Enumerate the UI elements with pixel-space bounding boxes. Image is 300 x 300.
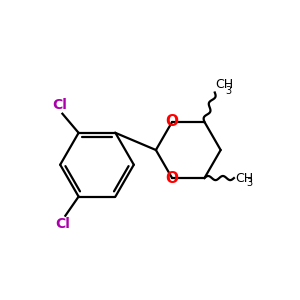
Text: CH: CH bbox=[236, 172, 253, 184]
Text: 3: 3 bbox=[246, 178, 252, 188]
Text: O: O bbox=[166, 115, 178, 130]
Text: CH: CH bbox=[215, 78, 233, 91]
Text: 3: 3 bbox=[226, 86, 232, 96]
Text: Cl: Cl bbox=[52, 98, 68, 112]
Text: Cl: Cl bbox=[56, 217, 70, 231]
Text: O: O bbox=[166, 170, 178, 185]
